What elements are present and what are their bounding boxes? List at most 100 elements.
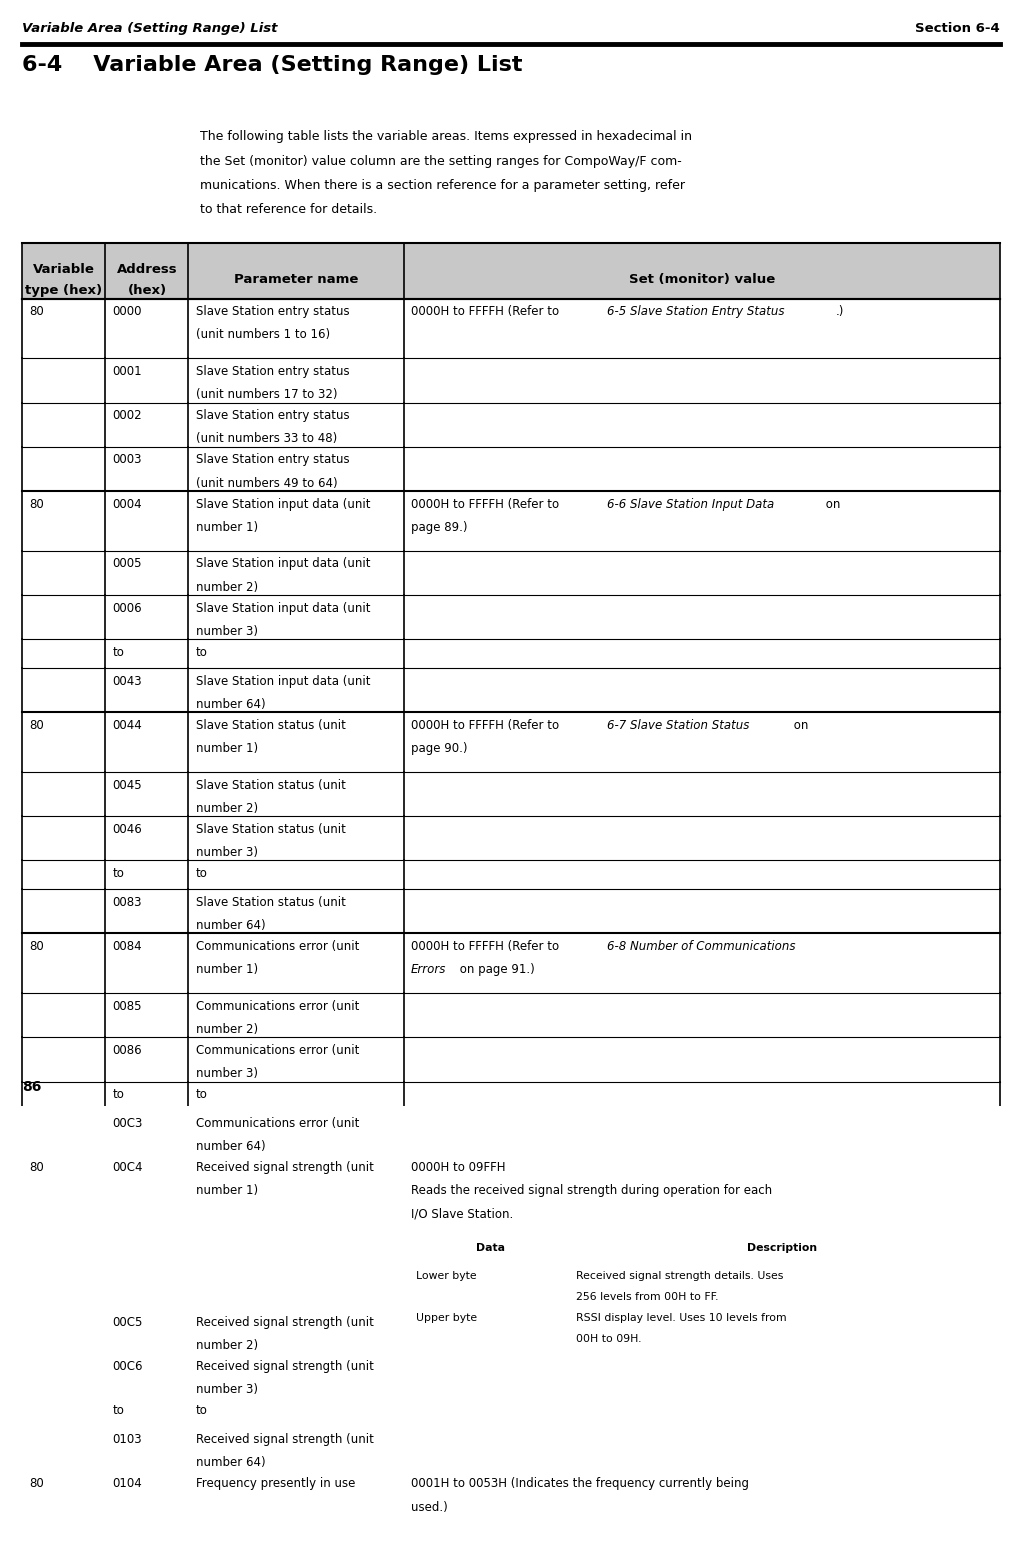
Text: Slave Station entry status: Slave Station entry status [196,306,349,318]
Text: Slave Station entry status: Slave Station entry status [196,366,349,378]
Text: 0044: 0044 [113,719,142,731]
Text: 0006: 0006 [113,602,142,614]
Text: number 64): number 64) [196,920,265,932]
Text: 0000H to FFFFH (Refer to: 0000H to FFFFH (Refer to [411,940,562,954]
Text: 0045: 0045 [113,779,142,792]
Text: 00C5: 00C5 [113,1316,143,1329]
Text: number 2): number 2) [196,1339,258,1352]
Text: Reads the received signal strength during operation for each: Reads the received signal strength durin… [411,1185,771,1197]
Text: 0001: 0001 [113,366,142,378]
Text: to: to [196,867,207,880]
Bar [22,244,1000,299]
Text: RSSI display level. Uses 10 levels from: RSSI display level. Uses 10 levels from [576,1313,787,1322]
Text: Errors: Errors [411,963,446,977]
Text: 00H to 09H.: 00H to 09H. [576,1333,641,1344]
Text: Variable: Variable [32,262,94,276]
Text: Slave Station status (unit: Slave Station status (unit [196,822,345,836]
Text: Slave Station input data (unit: Slave Station input data (unit [196,674,370,688]
Text: number 1): number 1) [196,963,258,977]
Text: number 1): number 1) [196,1185,258,1197]
Text: 0086: 0086 [113,1045,142,1057]
Text: number 64): number 64) [196,1457,265,1469]
Text: Received signal strength (unit: Received signal strength (unit [196,1433,374,1446]
Text: number 64): number 64) [196,1140,265,1153]
Text: 00C6: 00C6 [113,1361,143,1373]
Text: 0084: 0084 [113,940,142,954]
Text: 0000H to FFFFH (Refer to: 0000H to FFFFH (Refer to [411,306,562,318]
Text: number 3): number 3) [196,1384,258,1396]
Text: Slave Station entry status: Slave Station entry status [196,409,349,423]
Text: 0085: 0085 [113,1000,142,1012]
Text: Communications error (unit: Communications error (unit [196,1045,359,1057]
Text: (unit numbers 49 to 64): (unit numbers 49 to 64) [196,477,337,489]
Text: 0005: 0005 [113,557,142,571]
Text: 0004: 0004 [113,498,142,511]
Text: Communications error (unit: Communications error (unit [196,1117,359,1129]
Text: (hex): (hex) [128,284,166,296]
Text: Slave Station input data (unit: Slave Station input data (unit [196,557,370,571]
Text: on: on [791,719,809,731]
Text: to: to [113,1088,125,1102]
Text: Set (monitor) value: Set (monitor) value [628,273,774,285]
Text: Slave Station status (unit: Slave Station status (unit [196,719,345,731]
Text: 80: 80 [29,1477,45,1491]
Text: Received signal strength (unit: Received signal strength (unit [196,1162,374,1174]
Text: to: to [113,1404,125,1418]
Text: Communications error (unit: Communications error (unit [196,940,359,954]
Text: Address: Address [117,262,178,276]
Text: Variable Area (Setting Range) List: Variable Area (Setting Range) List [22,22,278,35]
Text: The following table lists the variable areas. Items expressed in hexadecimal in: The following table lists the variable a… [200,131,692,143]
Text: number 2): number 2) [196,580,258,594]
Text: 0000: 0000 [113,306,142,318]
Text: 0104: 0104 [113,1477,142,1491]
Text: Received signal strength (unit: Received signal strength (unit [196,1316,374,1329]
Text: type (hex): type (hex) [25,284,103,296]
Text: number 2): number 2) [196,802,258,815]
Text: number 1): number 1) [196,742,258,755]
Text: 256 levels from 00H to FF.: 256 levels from 00H to FF. [576,1291,719,1302]
Text: on: on [822,498,840,511]
Text: munications. When there is a section reference for a parameter setting, refer: munications. When there is a section ref… [200,179,685,193]
Text: 80: 80 [29,940,45,954]
Text: .): .) [835,306,844,318]
Text: 0002: 0002 [113,409,142,423]
Text: 0046: 0046 [113,822,142,836]
Text: the Set (monitor) value column are the setting ranges for CompoWay/F com-: the Set (monitor) value column are the s… [200,154,682,168]
Text: 6-6 Slave Station Input Data: 6-6 Slave Station Input Data [607,498,773,511]
Text: Received signal strength (unit: Received signal strength (unit [196,1361,374,1373]
Text: to that reference for details.: to that reference for details. [200,204,378,216]
Text: Upper byte: Upper byte [416,1313,477,1322]
Text: Communications error (unit: Communications error (unit [196,1000,359,1012]
Text: Data: Data [476,1244,505,1253]
Text: Description: Description [747,1244,817,1253]
Text: number 3): number 3) [196,625,258,637]
Text: 6-8 Number of Communications: 6-8 Number of Communications [607,940,795,954]
Text: to: to [113,647,125,659]
Text: 0083: 0083 [113,896,142,909]
Text: 0000H to 09FFH: 0000H to 09FFH [411,1162,505,1174]
Text: 86: 86 [22,1080,42,1094]
Text: 6-5 Slave Station Entry Status: 6-5 Slave Station Entry Status [607,306,785,318]
Text: page 89.): page 89.) [411,522,467,534]
Text: 80: 80 [29,1162,45,1174]
Text: Lower byte: Lower byte [416,1270,476,1281]
Text: on page 91.): on page 91.) [457,963,535,977]
Text: 00C4: 00C4 [113,1162,143,1174]
Text: (unit numbers 1 to 16): (unit numbers 1 to 16) [196,329,330,341]
Text: to: to [196,647,207,659]
Text: (unit numbers 33 to 48): (unit numbers 33 to 48) [196,432,337,446]
Text: 00C3: 00C3 [113,1117,143,1129]
Text: 0001H to 0053H (Indicates the frequency currently being: 0001H to 0053H (Indicates the frequency … [411,1477,749,1491]
Text: to: to [113,867,125,880]
Text: 80: 80 [29,498,45,511]
Text: 80: 80 [29,719,45,731]
Text: Section 6-4: Section 6-4 [916,22,1000,35]
Text: 80: 80 [29,306,45,318]
Text: Slave Station status (unit: Slave Station status (unit [196,779,345,792]
Text: page 90.): page 90.) [411,742,467,755]
Text: 6-7 Slave Station Status: 6-7 Slave Station Status [607,719,749,731]
Text: number 64): number 64) [196,697,265,711]
Text: Received signal strength details. Uses: Received signal strength details. Uses [576,1270,784,1281]
Text: Slave Station status (unit: Slave Station status (unit [196,896,345,909]
Text: 0003: 0003 [113,454,142,466]
